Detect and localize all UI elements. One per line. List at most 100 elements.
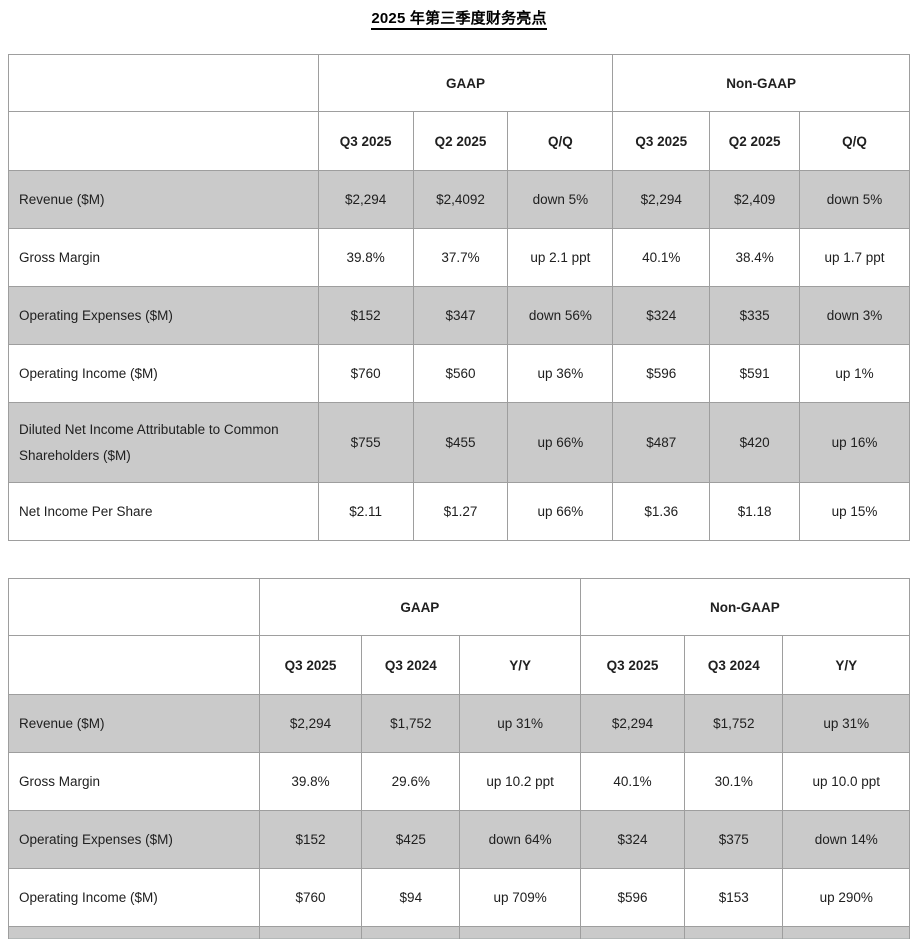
value-cell: $487 xyxy=(612,402,711,483)
value-cell: down 56% xyxy=(507,286,614,345)
column-header-row: Q3 2025 Q2 2025 Q/Q Q3 2025 Q2 2025 Q/Q xyxy=(8,111,910,171)
value-cell: $324 xyxy=(612,286,711,345)
table-row: Diluted Net Income Attributable to Commo… xyxy=(8,402,910,483)
value-cell: $2,409 xyxy=(709,170,801,229)
row-label: Operating Income ($M) xyxy=(8,344,319,403)
row-label: Revenue ($M) xyxy=(8,170,319,229)
value-cell: up 66% xyxy=(507,402,614,483)
value-cell xyxy=(459,926,581,939)
value-cell: $560 xyxy=(412,344,509,403)
value-cell: down 14% xyxy=(782,810,910,869)
value-cell: $596 xyxy=(579,868,686,927)
column-header: Q3 2025 xyxy=(579,635,686,695)
value-cell: up 1.7 ppt xyxy=(799,228,910,287)
corner-cell xyxy=(8,111,319,171)
value-cell: 40.1% xyxy=(579,752,686,811)
value-cell: $760 xyxy=(317,344,414,403)
value-cell: $347 xyxy=(412,286,509,345)
corner-cell xyxy=(8,54,319,112)
value-cell: up 36% xyxy=(507,344,614,403)
value-cell: $1.27 xyxy=(412,482,509,541)
value-cell: up 66% xyxy=(507,482,614,541)
row-label: Operating Expenses ($M) xyxy=(8,810,260,869)
value-cell: $755 xyxy=(317,402,414,483)
row-label: Diluted Net Income Attributable to Commo… xyxy=(8,402,319,483)
value-cell: 38.4% xyxy=(709,228,801,287)
value-cell: down 3% xyxy=(799,286,910,345)
value-cell: down 64% xyxy=(459,810,581,869)
group-header-gaap: GAAP xyxy=(258,578,581,636)
value-cell: $375 xyxy=(684,810,784,869)
value-cell: 40.1% xyxy=(612,228,711,287)
value-cell: down 5% xyxy=(507,170,614,229)
column-header: Q3 2024 xyxy=(684,635,784,695)
column-header: Q/Q xyxy=(507,111,614,171)
value-cell: $324 xyxy=(579,810,686,869)
value-cell: $2,294 xyxy=(612,170,711,229)
partial-cropped-row xyxy=(8,926,910,939)
column-header: Q3 2025 xyxy=(317,111,414,171)
value-cell: up 31% xyxy=(782,694,910,753)
table-row: Revenue ($M) $2,294 $1,752 up 31% $2,294 $1,7… xyxy=(8,694,910,753)
value-cell: up 290% xyxy=(782,868,910,927)
row-label: Operating Income ($M) xyxy=(8,868,260,927)
qoq-comparison-table: GAAP Non-GAAP Q3 2025 Q2 2025 Q/Q Q3 2025 Q2 2… xyxy=(8,54,910,541)
row-label: Gross Margin xyxy=(8,228,319,287)
value-cell: up 709% xyxy=(459,868,581,927)
value-cell: $425 xyxy=(361,810,461,869)
group-header-row: GAAP Non-GAAP xyxy=(8,578,911,636)
column-header: Q3 2024 xyxy=(361,635,461,695)
value-cell: up 15% xyxy=(799,482,910,541)
table-row: Operating Expenses ($M) $152 $425 down 64% $… xyxy=(8,810,910,869)
value-cell: $1.18 xyxy=(709,482,801,541)
table-row: Net Income Per Share $2.11 $1.27 up 66% $1.3… xyxy=(8,482,910,541)
yoy-comparison-table: GAAP Non-GAAP Q3 2025 Q3 2024 Y/Y Q3 2025 Q3 2… xyxy=(8,578,911,939)
column-header: Q3 2025 xyxy=(258,635,363,695)
table-row: Gross Margin 39.8% 37.7% up 2.1 ppt 40.1% 38.… xyxy=(8,228,910,287)
column-header: Q3 2025 xyxy=(612,111,711,171)
value-cell: $596 xyxy=(612,344,711,403)
value-cell: 37.7% xyxy=(412,228,509,287)
value-cell xyxy=(8,926,260,939)
page-title-text: 2025 年第三季度财务亮点 xyxy=(371,10,547,30)
table-row: Operating Income ($M) $760 $560 up 36% $596 $… xyxy=(8,344,910,403)
column-header: Q2 2025 xyxy=(709,111,801,171)
value-cell: $420 xyxy=(709,402,801,483)
page-title: 2025 年第三季度财务亮点 xyxy=(0,0,918,54)
table-row: Gross Margin 39.8% 29.6% up 10.2 ppt 40.1% 30… xyxy=(8,752,910,811)
value-cell: down 5% xyxy=(799,170,910,229)
value-cell: 39.8% xyxy=(317,228,414,287)
column-header-row: Q3 2025 Q3 2024 Y/Y Q3 2025 Q3 2024 Y/Y xyxy=(8,635,910,695)
value-cell: 39.8% xyxy=(258,752,363,811)
value-cell: $152 xyxy=(258,810,363,869)
value-cell: $591 xyxy=(709,344,801,403)
table-row: Operating Income ($M) $760 $94 up 709% $596 $… xyxy=(8,868,910,927)
corner-cell xyxy=(8,578,260,636)
value-cell: up 1% xyxy=(799,344,910,403)
value-cell: up 2.1 ppt xyxy=(507,228,614,287)
column-header: Q/Q xyxy=(799,111,910,171)
value-cell: $2,294 xyxy=(258,694,363,753)
value-cell xyxy=(579,926,686,939)
table-row: Revenue ($M) $2,294 $2,4092 down 5% $2,294 $2… xyxy=(8,170,910,229)
value-cell: up 16% xyxy=(799,402,910,483)
group-header-row: GAAP Non-GAAP xyxy=(8,54,910,112)
column-header: Y/Y xyxy=(459,635,581,695)
value-cell xyxy=(258,926,363,939)
row-label: Operating Expenses ($M) xyxy=(8,286,319,345)
value-cell xyxy=(684,926,784,939)
value-cell: $152 xyxy=(317,286,414,345)
value-cell: $94 xyxy=(361,868,461,927)
value-cell: $2,294 xyxy=(317,170,414,229)
corner-cell xyxy=(8,635,260,695)
value-cell: $2.11 xyxy=(317,482,414,541)
value-cell: 29.6% xyxy=(361,752,461,811)
row-label: Gross Margin xyxy=(8,752,260,811)
value-cell xyxy=(361,926,461,939)
group-header-gaap: GAAP xyxy=(317,54,614,112)
value-cell xyxy=(782,926,910,939)
value-cell: $1.36 xyxy=(612,482,711,541)
value-cell: up 31% xyxy=(459,694,581,753)
value-cell: $1,752 xyxy=(361,694,461,753)
